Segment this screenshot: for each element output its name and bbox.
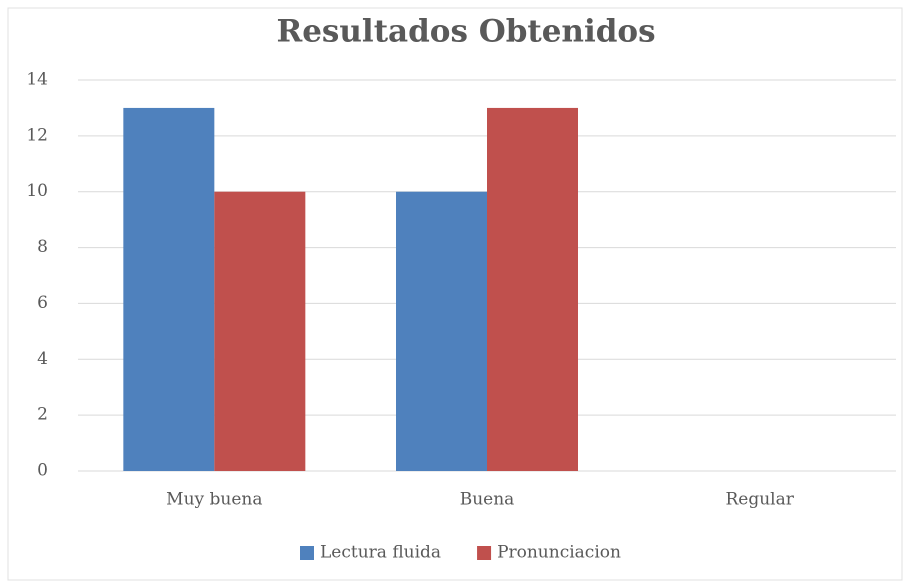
y-tick-label: 4: [37, 349, 48, 369]
x-tick-label: Muy buena: [166, 490, 262, 510]
y-tick-label: 14: [26, 70, 48, 90]
x-tick-label: Buena: [460, 490, 515, 510]
y-tick-label: 12: [26, 125, 48, 145]
y-tick-label: 2: [37, 405, 48, 425]
y-tick-label: 0: [37, 461, 48, 481]
legend-label: Pronunciacion: [497, 543, 621, 563]
y-tick-label: 6: [37, 293, 48, 313]
y-tick-label: 8: [37, 237, 48, 257]
legend-swatch: [477, 546, 492, 560]
x-tick-label: Regular: [725, 490, 794, 510]
y-tick-label: 10: [26, 181, 48, 201]
legend-label: Lectura fluida: [320, 543, 441, 563]
legend-swatch: [300, 546, 314, 560]
bar: [487, 107, 578, 471]
bar: [396, 191, 487, 471]
bar: [123, 107, 215, 471]
chart-title: Resultados Obtenidos: [276, 14, 655, 50]
bar: [214, 191, 306, 471]
